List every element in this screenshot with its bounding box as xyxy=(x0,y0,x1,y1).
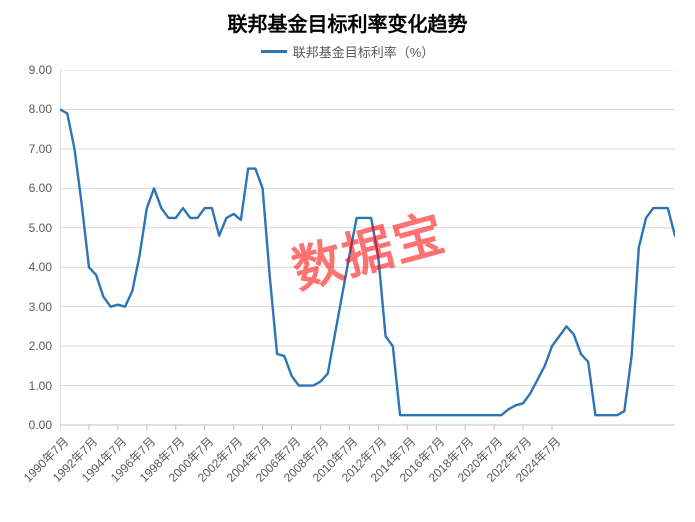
y-tick-label: 6.00 xyxy=(29,181,52,195)
legend: 联邦基金目标利率（%） xyxy=(0,40,695,61)
y-tick-label: 9.00 xyxy=(29,63,52,77)
y-tick-label: 5.00 xyxy=(29,221,52,235)
y-tick-label: 4.00 xyxy=(29,260,52,274)
plot-area: 0.001.002.003.004.005.006.007.008.009.00… xyxy=(60,70,675,425)
plot-svg xyxy=(60,70,675,431)
y-tick-labels: 0.001.002.003.004.005.006.007.008.009.00 xyxy=(0,70,60,425)
legend-swatch xyxy=(261,50,287,53)
legend-item: 联邦基金目标利率（%） xyxy=(261,42,435,61)
chart-container: 联邦基金目标利率变化趋势 联邦基金目标利率（%） 0.001.002.003.0… xyxy=(0,0,695,522)
chart-title: 联邦基金目标利率变化趋势 xyxy=(0,8,695,37)
y-tick-label: 8.00 xyxy=(29,102,52,116)
x-tick-labels: 1990年7月1992年7月1994年7月1996年7月1998年7月2000年… xyxy=(60,425,675,522)
legend-label: 联邦基金目标利率（%） xyxy=(293,42,435,61)
y-tick-label: 0.00 xyxy=(29,418,52,432)
y-tick-label: 7.00 xyxy=(29,142,52,156)
y-tick-label: 3.00 xyxy=(29,300,52,314)
y-tick-label: 1.00 xyxy=(29,379,52,393)
series-line xyxy=(60,109,675,415)
y-tick-label: 2.00 xyxy=(29,339,52,353)
